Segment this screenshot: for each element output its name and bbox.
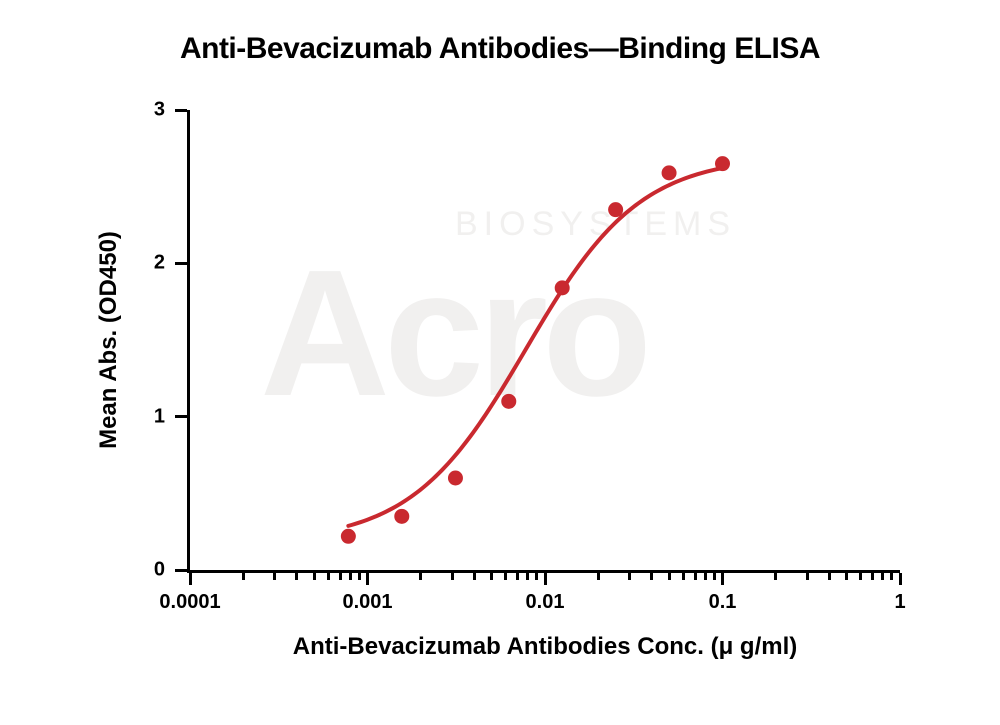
axis-tick	[668, 573, 671, 580]
x-tick-label: 0.001	[342, 591, 392, 614]
axis-tick	[871, 573, 874, 580]
y-tick-label: 2	[125, 252, 165, 275]
axis-tick	[175, 262, 187, 265]
axis-tick	[535, 573, 538, 580]
axis-tick	[704, 573, 707, 580]
x-tick-label: 0.0001	[159, 591, 220, 614]
axis-tick	[526, 573, 529, 580]
axis-tick	[189, 573, 192, 585]
axis-tick	[597, 573, 600, 580]
axis-tick	[650, 573, 653, 580]
x-tick-label: 0.01	[526, 591, 565, 614]
y-tick-label: 3	[125, 99, 165, 122]
x-tick-label: 1	[894, 591, 905, 614]
axis-tick	[419, 573, 422, 580]
chart-canvas: BIOSYSTEMS Acro Anti-Bevacizumab Antibod…	[0, 0, 1000, 725]
data-point	[501, 394, 516, 409]
axis-tick	[175, 415, 187, 418]
axis-tick	[175, 109, 187, 112]
y-axis-line	[187, 110, 190, 573]
data-point	[555, 280, 570, 295]
axis-tick	[451, 573, 454, 580]
axis-tick	[628, 573, 631, 580]
axis-tick	[349, 573, 352, 580]
data-point	[394, 509, 409, 524]
data-point	[662, 165, 677, 180]
axis-tick	[327, 573, 330, 580]
axis-tick	[313, 573, 316, 580]
x-tick-label: 0.1	[709, 591, 737, 614]
axis-tick	[721, 573, 724, 585]
axis-tick	[516, 573, 519, 580]
axis-tick	[828, 573, 831, 580]
y-axis-label: Mean Abs. (OD450)	[95, 110, 123, 570]
series-svg	[190, 110, 900, 570]
y-tick-label: 0	[125, 559, 165, 582]
axis-tick	[806, 573, 809, 580]
axis-tick	[273, 573, 276, 580]
data-point	[608, 202, 623, 217]
axis-tick	[544, 573, 547, 585]
plot-area: 0.00010.0010.010.11 0123 Anti-Bevacizuma…	[190, 110, 900, 570]
axis-tick	[774, 573, 777, 580]
y-tick-label: 1	[125, 405, 165, 428]
axis-tick	[242, 573, 245, 580]
axis-tick	[358, 573, 361, 580]
axis-tick	[490, 573, 493, 580]
x-axis-label: Anti-Bevacizumab Antibodies Conc. (μ g/m…	[190, 633, 900, 661]
axis-tick	[845, 573, 848, 580]
chart-title: Anti-Bevacizumab Antibodies—Binding ELIS…	[0, 32, 1000, 66]
axis-tick	[881, 573, 884, 580]
axis-tick	[899, 573, 902, 585]
axis-tick	[890, 573, 893, 580]
axis-tick	[175, 569, 187, 572]
axis-tick	[339, 573, 342, 580]
axis-tick	[473, 573, 476, 580]
data-point	[715, 156, 730, 171]
data-point	[341, 529, 356, 544]
axis-tick	[682, 573, 685, 580]
series-curve	[348, 168, 722, 526]
axis-tick	[295, 573, 298, 580]
axis-tick	[713, 573, 716, 580]
axis-tick	[504, 573, 507, 580]
data-point	[448, 471, 463, 486]
axis-tick	[366, 573, 369, 585]
axis-tick	[859, 573, 862, 580]
axis-tick	[694, 573, 697, 580]
